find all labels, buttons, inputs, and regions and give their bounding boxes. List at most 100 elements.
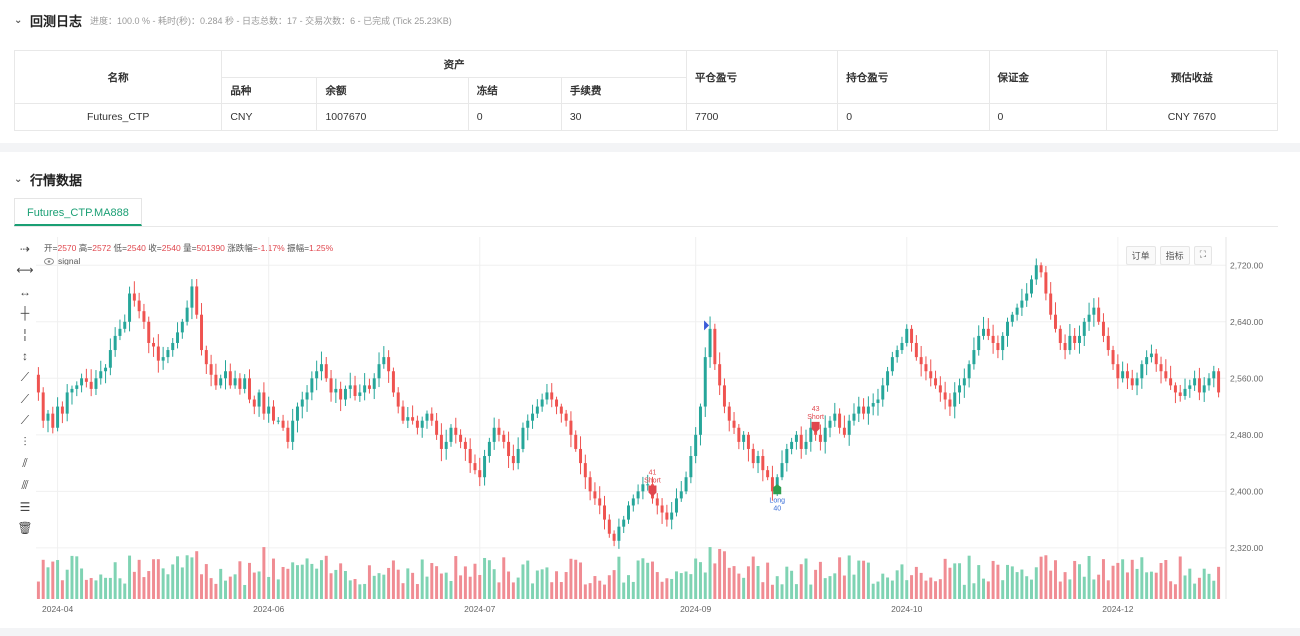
candle-body — [881, 385, 885, 400]
trend-line-icon[interactable]: ⟋ — [20, 370, 30, 385]
candle-body — [545, 392, 549, 400]
candle-body — [838, 413, 842, 428]
volume-bar — [94, 580, 98, 599]
tab-symbol[interactable]: Futures_CTP.MA888 — [14, 198, 142, 226]
candle-body — [780, 463, 784, 478]
cell-pnl-hold: 0 — [837, 103, 990, 131]
volume-bar — [593, 576, 597, 599]
vertical-line-icon[interactable]: ┼ — [20, 306, 30, 321]
backtest-header[interactable]: ⌄ 回测日志 进度：100.0 % - 耗时(秒)：0.284 秒 - 日志总数… — [14, 11, 452, 30]
candle-body — [420, 420, 424, 428]
volume-bar — [660, 581, 664, 599]
chevron-down-icon[interactable]: ⌄ — [14, 15, 23, 26]
col-name: 名称 — [13, 50, 223, 104]
volume-bar — [1020, 569, 1024, 599]
candle-body — [938, 385, 942, 393]
order-button[interactable]: 订单 — [1125, 246, 1156, 265]
volume-bar — [166, 574, 170, 599]
fib-channel-icon[interactable]: ⫻ — [21, 477, 29, 492]
candle-body — [1197, 378, 1201, 393]
volume-bar — [444, 572, 448, 599]
candle-body — [1145, 357, 1149, 365]
assets-table: 名称 资产 平仓盈亏 持仓盈亏 保证金 预估收益 品种 余额 冻结 手续费 Fu… — [13, 50, 1279, 131]
market-header[interactable]: ⌄ 行情数据 — [14, 170, 82, 189]
candle-body — [1183, 388, 1187, 396]
candle-body — [823, 427, 827, 442]
indicator-button[interactable]: 指标 — [1159, 246, 1190, 265]
volume-bar — [1025, 576, 1029, 599]
volume-bar — [804, 558, 808, 599]
candle-body — [171, 342, 175, 351]
volume-bar — [598, 580, 602, 599]
close-label: 收= — [148, 243, 162, 253]
segment-line-icon[interactable]: ⟋ — [20, 413, 30, 428]
candle-body — [622, 519, 626, 527]
candle-body — [636, 491, 640, 499]
candle-body — [612, 533, 616, 541]
ray-line-icon[interactable]: ⟋ — [20, 391, 30, 406]
candlestick-chart[interactable]: 2,720.00 2,640.00 2,560.00 2,480.00 2,400.00… — [36, 237, 1276, 617]
horizontal-line-icon[interactable]: ⟷ — [16, 263, 34, 278]
vol-label: 量= — [183, 243, 197, 253]
volume-bar — [766, 562, 770, 599]
candle-body — [852, 413, 856, 421]
fullscreen-icon[interactable]: ⛶ — [1193, 246, 1212, 265]
candle-body — [305, 392, 309, 400]
volume-bar — [286, 568, 290, 599]
signal-label: 41 — [649, 470, 657, 477]
short-marker — [648, 485, 657, 497]
candle-body — [770, 477, 774, 492]
candle-body — [214, 374, 218, 386]
candle-body — [228, 371, 232, 386]
backtest-meta: 进度：100.0 % - 耗时(秒)：0.284 秒 - 日志总数：17 - 交… — [90, 16, 452, 26]
volume-bar — [1121, 559, 1125, 599]
candle-body — [866, 406, 870, 414]
candle-body — [1217, 371, 1221, 393]
vertical-ray-icon[interactable]: ╎ — [21, 327, 29, 342]
candle-body — [703, 357, 707, 407]
candle-body — [358, 392, 362, 396]
col-est: 预估收益 — [1105, 50, 1279, 104]
price-range-icon[interactable]: ⫶ — [23, 434, 27, 449]
volume-bar — [406, 568, 410, 599]
signal-legend[interactable]: signal — [44, 256, 80, 266]
candle-body — [1063, 342, 1067, 351]
ohlc-legend: 开=2570 高=2572 低=2540 收=2540 量=501390 涨跌幅… — [44, 242, 333, 254]
parallel-channel-icon[interactable]: ⫽ — [22, 456, 28, 471]
volume-bar — [746, 566, 750, 599]
horizontal-segment-icon[interactable]: ↔ — [19, 284, 31, 299]
volume-bar — [1183, 575, 1187, 599]
candle-body — [84, 378, 88, 382]
horizontal-ray-icon[interactable]: ⇢ — [19, 241, 31, 256]
volume-bar — [1116, 562, 1120, 599]
trash-icon[interactable]: 🗑 — [17, 521, 33, 536]
volume-bar — [1159, 562, 1163, 599]
eye-icon[interactable] — [44, 257, 54, 265]
fib-lines-icon[interactable]: ☰ — [19, 499, 31, 514]
candle-body — [267, 406, 271, 414]
volume-bar — [483, 557, 487, 599]
candle-body — [439, 434, 443, 449]
candle-body — [435, 420, 439, 435]
candle-body — [401, 406, 405, 421]
candle-body — [99, 371, 103, 379]
volume-bar — [1188, 568, 1192, 599]
candle-body — [473, 463, 477, 471]
x-tick-label: 2024-04 — [42, 604, 73, 614]
candle-body — [262, 392, 266, 414]
volume-bar — [852, 574, 856, 599]
amp-value: 1.25% — [309, 243, 334, 253]
volume-bar — [459, 575, 463, 599]
candle-body — [713, 328, 717, 365]
volume-bar — [252, 572, 256, 599]
volume-bar — [1207, 573, 1211, 599]
volume-bar — [228, 576, 232, 599]
vertical-segment-icon[interactable]: ↕ — [22, 349, 28, 364]
chevron-down-icon[interactable]: ⌄ — [14, 174, 23, 185]
volume-bar — [545, 567, 549, 599]
volume-bar — [209, 578, 213, 599]
volume-bar — [367, 565, 371, 599]
volume-bar — [972, 583, 976, 599]
volume-bar — [1006, 564, 1009, 599]
volume-bar — [742, 577, 746, 599]
